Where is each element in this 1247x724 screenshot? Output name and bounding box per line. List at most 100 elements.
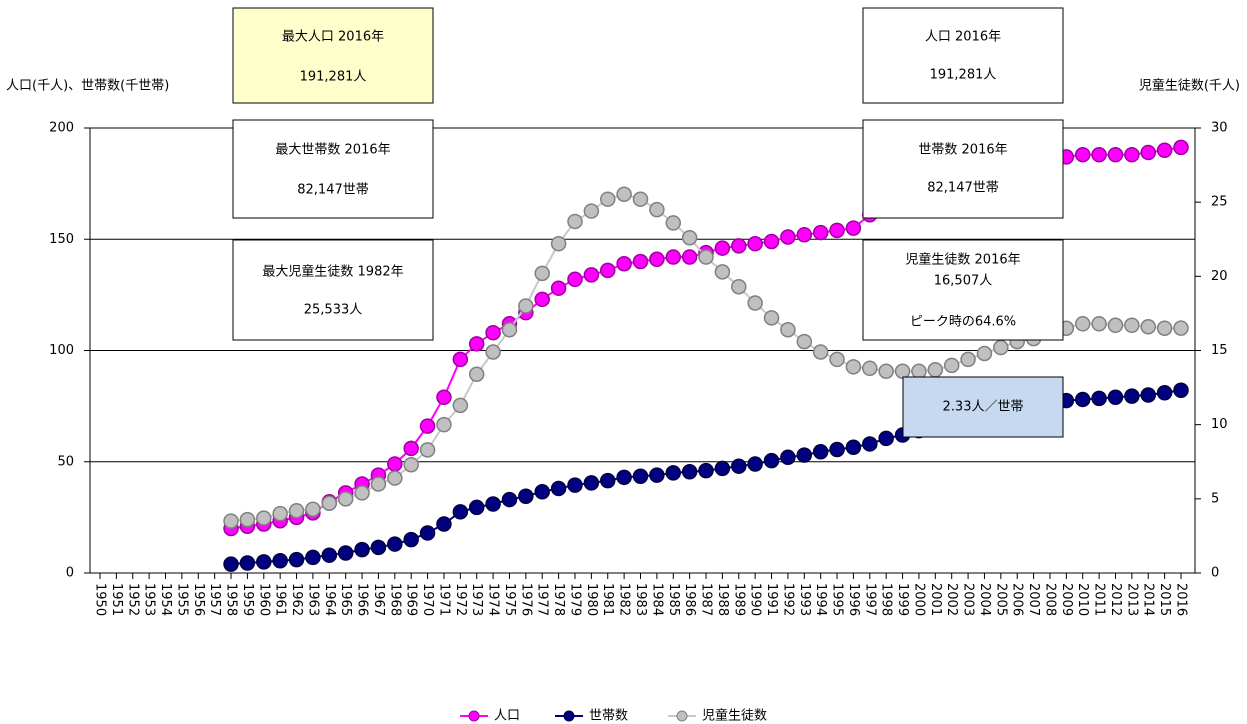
x-tick-label: 1988 [715,583,730,616]
data-point [698,462,714,479]
annotation-box [902,376,1064,438]
x-tick-label: 2012 [1108,583,1123,616]
data-point [780,449,796,466]
data-point [485,344,501,360]
data-point [403,440,419,457]
x-tick-label: 1995 [830,583,845,616]
x-tick-label: 1976 [518,583,533,616]
data-point [780,321,796,338]
data-point [387,456,403,472]
x-tick-label: 2016 [1174,583,1189,616]
y-axis-label: 人口(千人)、世帯数(千世帯) [6,79,169,94]
annotation-text: 児童生徒数 2016年 [905,252,1020,268]
x-tick-label: 1999 [895,583,910,616]
x-tick-label: 1969 [404,583,419,616]
x-tick-label: 1978 [551,583,566,616]
annotation-box [232,119,434,219]
data-point [452,504,469,520]
data-point [256,554,272,570]
data-point [1156,142,1173,158]
x-tick-label: 1994 [813,583,828,616]
x-tick-label: 1987 [699,583,714,616]
x-tick-label: 2014 [1141,583,1156,616]
x-tick-label: 1981 [600,583,615,616]
data-point [567,477,583,493]
data-point [927,362,944,378]
data-point [731,238,747,254]
data-point [796,227,813,243]
data-point [1107,146,1124,163]
data-point [288,502,305,519]
annotation-text: 25,533人 [304,303,363,318]
y2-tick-label: 10 [1211,417,1228,432]
x-tick-label: 1962 [289,583,304,616]
data-point [993,339,1009,356]
annotation-text: 最大児童生徒数 1982年 [262,264,403,280]
data-point [387,470,403,486]
data-point [616,255,632,272]
x-tick-label: 1960 [256,583,271,616]
data-point [550,480,567,497]
x-tick-label: 2001 [928,583,943,616]
data-point [1140,144,1156,161]
data-point [1124,146,1140,163]
data-point [321,495,338,512]
annotation-text: 191,281人 [300,70,367,85]
x-tick-label: 2009 [1059,583,1074,616]
annotation-text: 82,147世帯 [927,181,999,196]
x-tick-label: 1957 [207,583,222,616]
data-point [1074,391,1091,408]
data-point [321,547,338,563]
data-point [534,265,550,282]
data-point [616,186,632,203]
x-tick-label: 1975 [502,583,517,616]
annotation-text: ピーク時の64.6% [910,315,1016,330]
data-point [239,555,256,571]
data-point [305,501,321,517]
legend-marker [676,710,688,722]
data-point [452,397,469,414]
y2-tick-label: 25 [1211,195,1228,210]
data-point [894,363,911,380]
data-point [943,357,960,374]
x-tick-label: 1958 [224,583,239,616]
legend-marker [563,710,575,722]
data-point [862,360,878,377]
data-point [436,516,452,532]
data-point [567,271,583,288]
x-tick-label: 1986 [682,583,697,616]
y-tick-label: 200 [49,121,74,136]
x-tick-label: 1996 [846,583,861,616]
data-point [845,220,862,236]
data-point [419,525,436,541]
data-point [862,436,878,452]
data-point [550,280,567,296]
data-point [1156,320,1173,336]
data-point [1091,390,1107,407]
data-point [223,556,239,572]
x-tick-label: 1980 [584,583,599,616]
data-point [599,262,616,279]
data-point [272,553,288,569]
data-point [1107,317,1124,334]
data-point [681,464,698,480]
data-point [845,439,862,456]
data-point [665,215,682,231]
data-point [632,253,649,270]
data-point [223,513,239,529]
annotation-text: 82,147世帯 [297,183,369,198]
x-tick-label: 1950 [93,583,108,616]
x-tick-label: 1974 [486,583,501,616]
legend-label: 世帯数 [589,709,628,724]
y2-tick-label: 0 [1211,566,1219,581]
x-tick-label: 1959 [240,583,255,616]
data-point [812,443,829,460]
x-tick-label: 1964 [322,583,337,616]
data-point [1173,139,1189,156]
x-tick-label: 2003 [961,583,976,616]
data-point [845,359,862,375]
data-point [763,452,780,469]
x-tick-label: 2015 [1157,583,1172,616]
data-point [337,491,354,507]
data-point [583,203,600,219]
